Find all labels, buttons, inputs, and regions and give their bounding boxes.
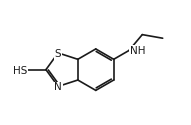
Text: N: N bbox=[54, 82, 62, 92]
Text: HS: HS bbox=[13, 66, 27, 76]
Text: S: S bbox=[55, 49, 62, 59]
Text: NH: NH bbox=[129, 46, 145, 56]
